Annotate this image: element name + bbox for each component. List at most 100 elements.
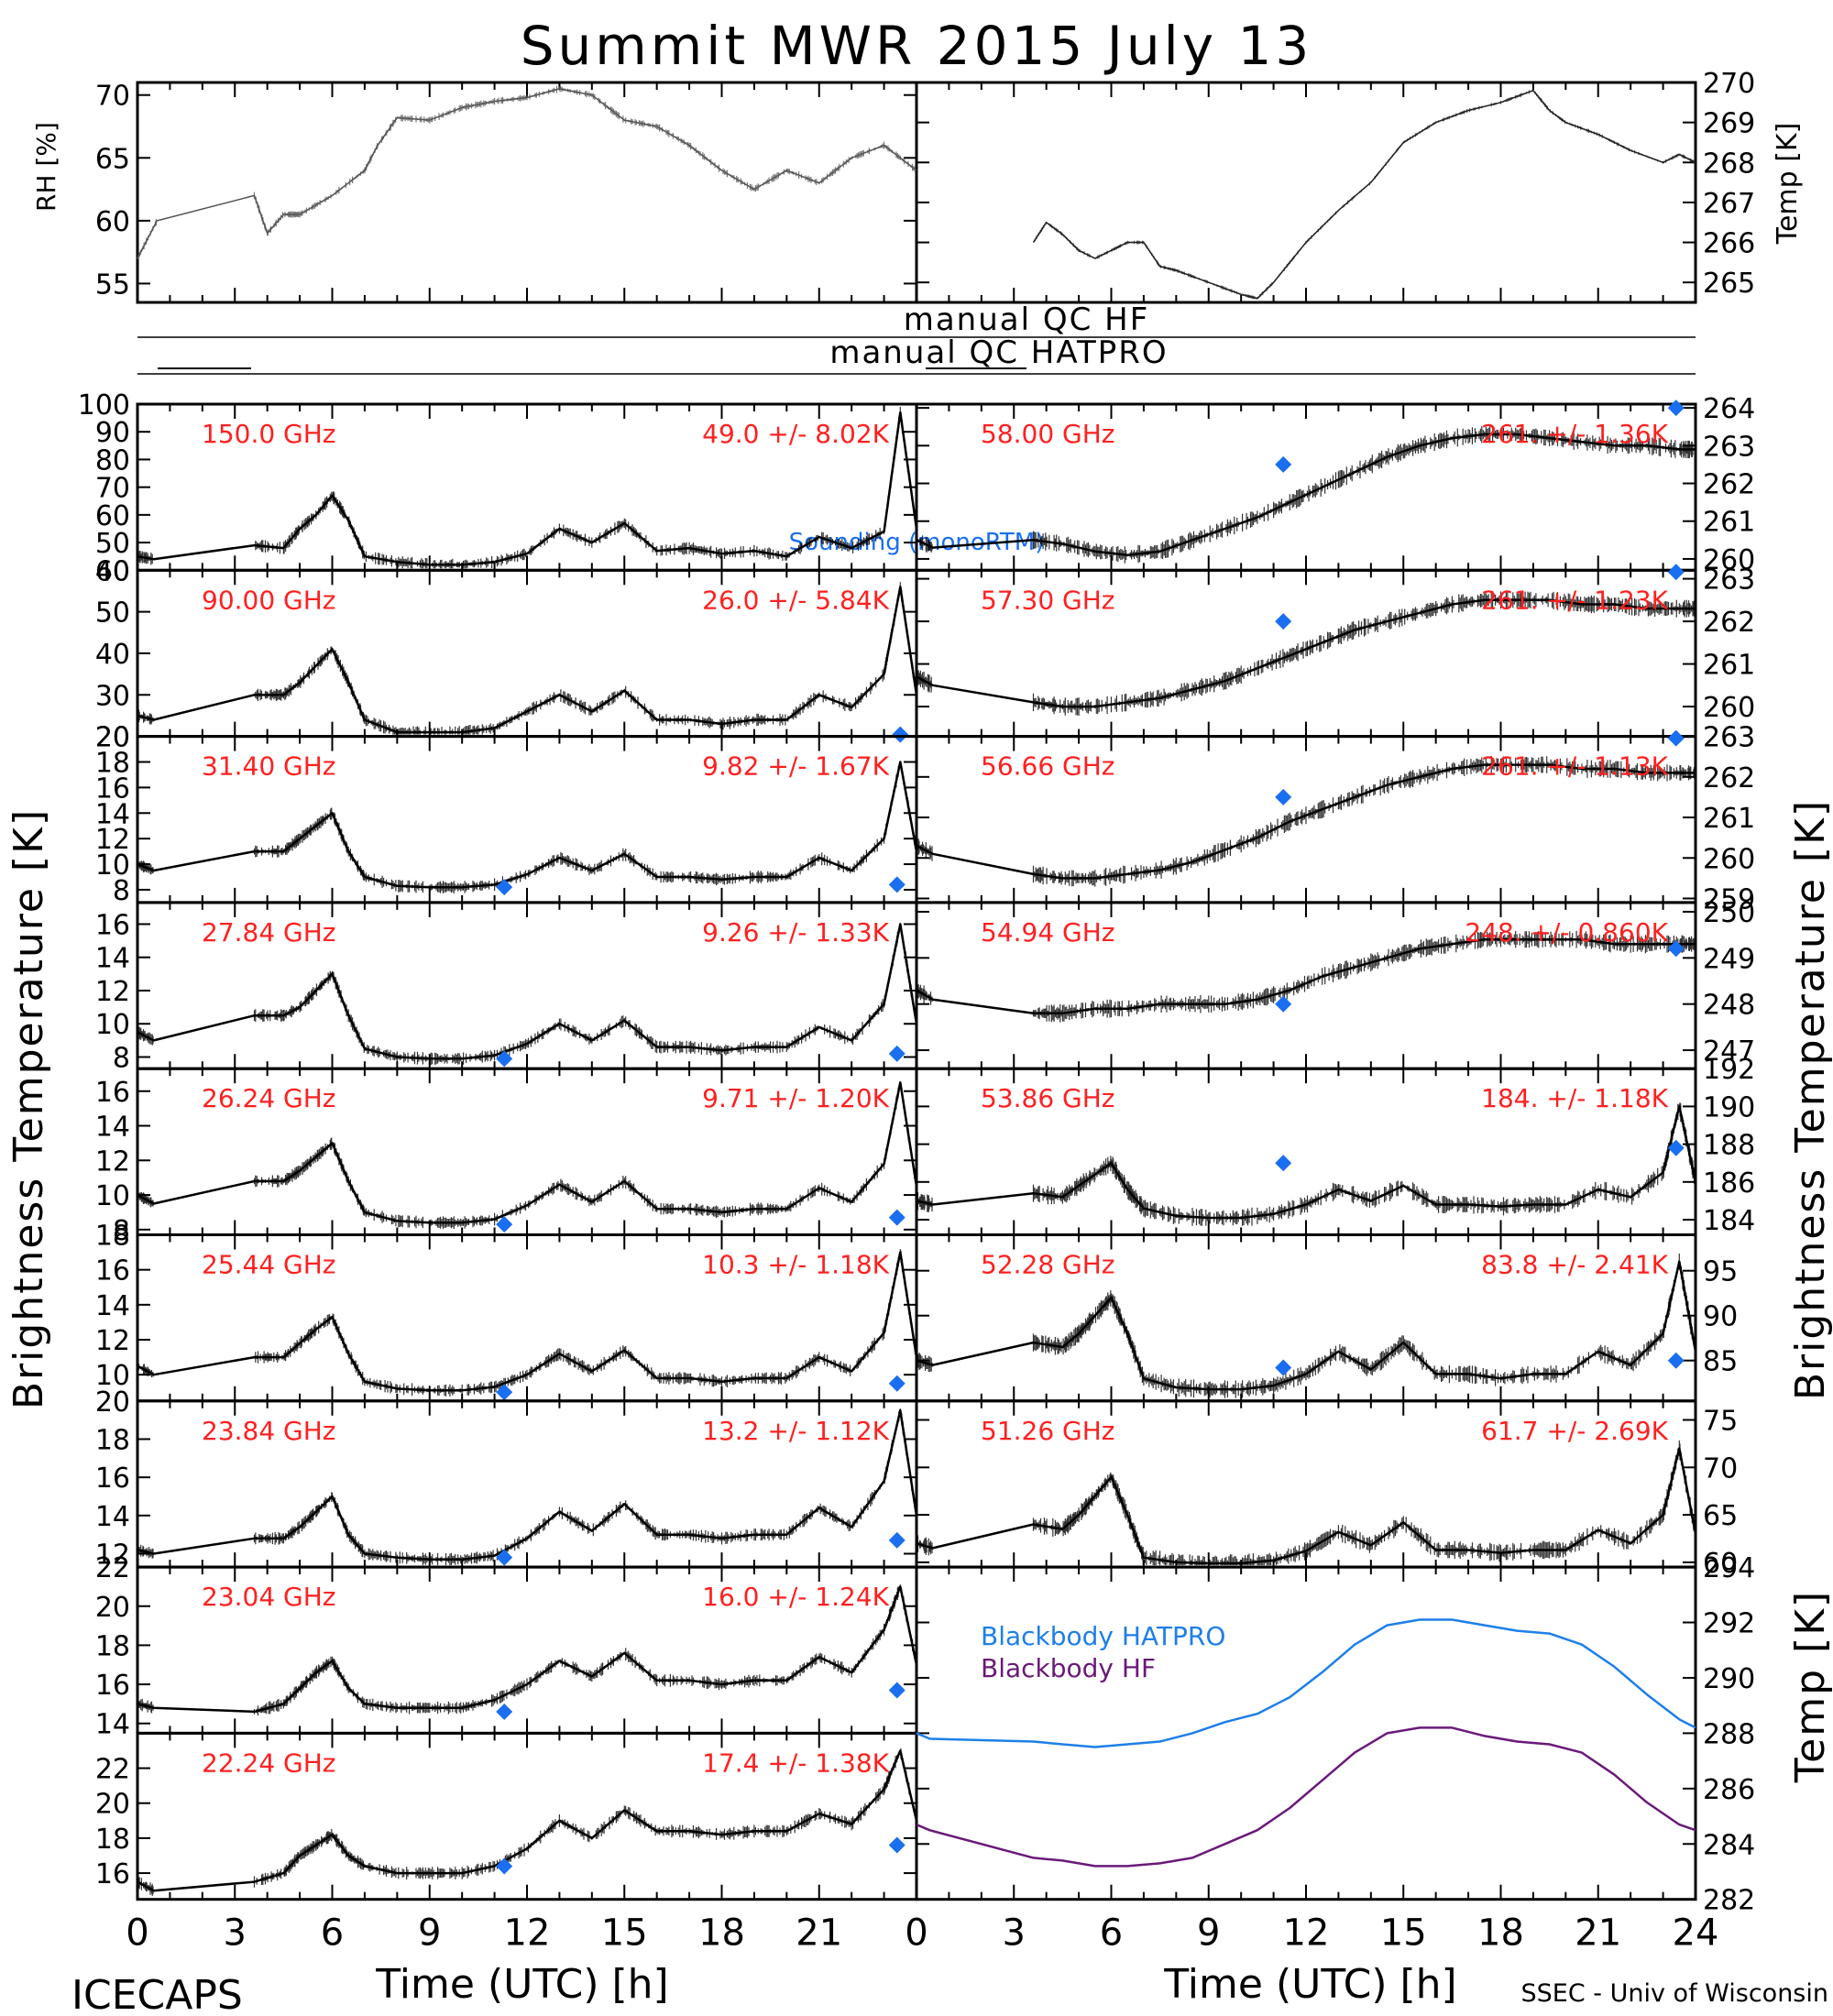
- panel-ch23_84-sounding-marker: [888, 1531, 906, 1549]
- panel-ch23_84-stats-label: 13.2 +/- 1.12K: [702, 1416, 889, 1446]
- panel-ch54-freq-label: 54.94 GHz: [981, 917, 1115, 948]
- panel-ch90-frame-xticks: [137, 570, 917, 737]
- x-tick-label-right: 12: [1283, 1912, 1330, 1955]
- panel-ch90-ytick-label: 40: [95, 639, 130, 671]
- panel-ch26-ytick-label: 14: [95, 1112, 130, 1144]
- panel-ch31-ytick-label: 14: [95, 798, 130, 830]
- panel-ch31-sounding-marker: [888, 876, 906, 893]
- figure-title: Summit MWR 2015 July 13: [521, 15, 1313, 77]
- panel-ch57_30-ytick-label: 261: [1703, 650, 1755, 682]
- x-tick-label-left: 18: [698, 1912, 745, 1955]
- temp-ytick-label: 269: [1703, 108, 1755, 140]
- panel-ch56-ytick-label: 263: [1703, 722, 1755, 754]
- rh-ytick-label: 60: [95, 206, 130, 238]
- panel-ch27-ytick-label: 16: [95, 909, 130, 941]
- panel-ch51-freq-label: 51.26 GHz: [981, 1416, 1115, 1446]
- panel-ch23_04-freq-label: 23.04 GHz: [202, 1582, 336, 1612]
- panel-ch57_30-trace-noise: [916, 590, 1696, 716]
- panel-ch22-ytick-label: 16: [95, 1858, 130, 1890]
- panel-ch90-stats-label: 26.0 +/- 5.84K: [702, 585, 889, 615]
- panel-ch22-ytick-label: 20: [95, 1789, 130, 1821]
- left-y-axis-label: Brightness Temperature [K]: [5, 808, 52, 1409]
- panel-ch58-ytick-label: 261: [1703, 507, 1755, 539]
- panel-ch52-sounding-marker: [1667, 1352, 1685, 1369]
- panel-ch23_84-yaxis: 12 14 16 18 20: [95, 1386, 916, 1572]
- panel-ch25-stats-label: 10.3 +/- 1.18K: [702, 1250, 889, 1280]
- panel-ch23_04-ytick-label: 18: [95, 1630, 130, 1662]
- blackbody-ytick-label: 290: [1703, 1663, 1755, 1695]
- qc-strip: manual QC HF manual QC HATPRO: [137, 301, 1696, 375]
- panel-ch22-stats-label: 17.4 +/- 1.38K: [702, 1748, 889, 1778]
- panel-ch150-trace-noise: [137, 407, 916, 569]
- panel-ch26-sounding-marker: [888, 1209, 906, 1226]
- panel-ch27-ytick-label: 8: [113, 1043, 130, 1075]
- x-tick-label-left: 12: [504, 1912, 551, 1955]
- panel-ch52-freq-label: 52.28 GHz: [981, 1250, 1115, 1280]
- panel-ch23_84-freq-label: 23.84 GHz: [202, 1416, 336, 1446]
- blackbody-ytick-label: 288: [1703, 1718, 1755, 1750]
- panel-ch31-trace-noise: [137, 761, 916, 893]
- panel-ch54-ytick-label: 249: [1703, 943, 1755, 975]
- panel-ch90-ytick-label: 50: [95, 597, 130, 630]
- panel-ch25-freq-label: 25.44 GHz: [202, 1250, 336, 1280]
- panel-ch25-ytick-label: 14: [95, 1290, 130, 1322]
- panel-ch56-ytick-label: 259: [1703, 883, 1755, 915]
- x-tick-label-left: 15: [601, 1912, 648, 1955]
- panel-ch52-ytick-label: 85: [1703, 1346, 1738, 1378]
- panel-ch27-trace-noise: [137, 923, 916, 1066]
- panel-ch25-ytick-label: 18: [95, 1221, 130, 1253]
- ssec-label: SSEC - Univ of Wisconsin: [1521, 1979, 1828, 2008]
- panel-ch52-frame-xticks: [916, 1234, 1696, 1401]
- qc-hatpro-label: manual QC HATPRO: [829, 334, 1168, 371]
- panel-ch22-trace-noise: [137, 1748, 916, 1897]
- panel-ch56-freq-label: 56.66 GHz: [981, 751, 1115, 782]
- panel-ch53-sounding-marker: [1667, 1139, 1685, 1156]
- panel-ch23_84-trace-noise: [137, 1408, 916, 1566]
- x-axis-label-left: Time (UTC) [h]: [375, 1961, 668, 2008]
- panel-ch58-ytick-label: 262: [1703, 469, 1755, 501]
- panel-ch31-frame-xticks: [137, 736, 917, 903]
- panel-ch23_04-sounding-marker: [496, 1703, 513, 1720]
- panel-ch56-yaxis: 259 260 261 262 263: [916, 722, 1755, 915]
- panel-ch26-ytick-label: 10: [95, 1180, 130, 1212]
- panel-ch31-ytick-label: 16: [95, 772, 130, 805]
- panel-ch58-ytick-label: 260: [1703, 544, 1755, 576]
- temp-trace-noise: [1032, 90, 1696, 300]
- panel-ch58-ytick-label: 264: [1703, 393, 1755, 425]
- panel-ch23_84-ytick-label: 12: [95, 1539, 130, 1572]
- panel-ch27-sounding-marker: [496, 1050, 513, 1068]
- x-tick-label-right: 18: [1477, 1912, 1524, 1955]
- panel-ch53-ytick-label: 184: [1703, 1205, 1755, 1237]
- rh-trace-noise: [137, 85, 916, 259]
- panel-ch54-sounding-marker: [1275, 995, 1292, 1013]
- panel-ch58-stats-label: 261. +/- 1.36K: [1481, 419, 1668, 449]
- met-left-frame-xticks: [137, 82, 917, 302]
- panel-ch25-ytick-label: 12: [95, 1325, 130, 1357]
- panel-ch27-stats-label: 9.26 +/- 1.33K: [702, 917, 889, 948]
- panel-ch52-trace-noise: [916, 1254, 1696, 1398]
- x-tick-label-right: 21: [1575, 1912, 1621, 1955]
- panel-ch22-sounding-marker: [888, 1836, 906, 1854]
- panel-ch90-trace-noise: [137, 582, 916, 735]
- panel-ch51-ytick-label: 65: [1703, 1500, 1738, 1532]
- panel-ch58-sounding-marker: [1667, 400, 1685, 417]
- panel-ch31-sounding-marker: [496, 879, 513, 896]
- x-tick-label-left: 6: [321, 1912, 344, 1955]
- panel-ch56-sounding-marker: [1275, 788, 1292, 805]
- panel-ch22-ytick-label: 22: [95, 1754, 130, 1786]
- panel-ch54-stats-label: 248. +/- 0.860K: [1465, 917, 1668, 948]
- panel-ch150-ytick-label: 60: [95, 500, 130, 532]
- blackbody-frame-xticks: [916, 1567, 1696, 1900]
- panel-ch52-ytick-label: 90: [1703, 1301, 1738, 1333]
- panel-ch90-sounding-marker: [892, 726, 909, 743]
- blackbody-ytick-label: 294: [1703, 1552, 1755, 1584]
- panel-ch51-trace-noise: [916, 1440, 1696, 1566]
- panel-ch26-frame-xticks: [137, 1068, 917, 1235]
- temp-ytick-label: 267: [1703, 188, 1755, 220]
- panel-ch53-frame-xticks: [916, 1068, 1696, 1235]
- panel-ch27-freq-label: 27.84 GHz: [202, 917, 336, 948]
